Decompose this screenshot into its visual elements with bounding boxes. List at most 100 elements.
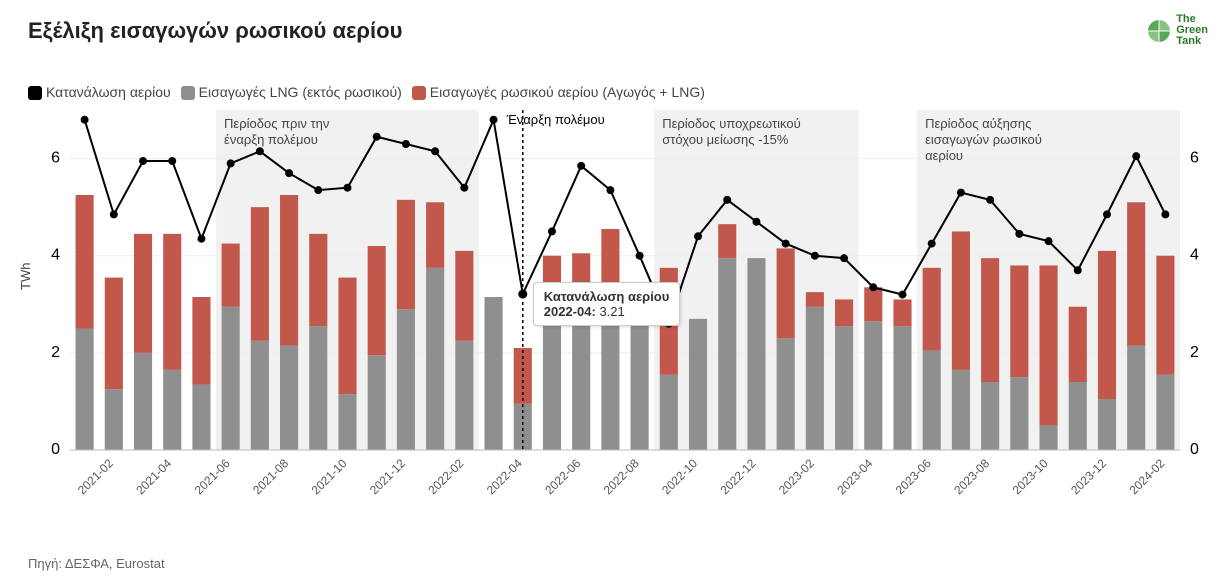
- bar-russian[interactable]: [222, 244, 240, 307]
- bar-russian[interactable]: [923, 268, 941, 351]
- consumption-marker[interactable]: [139, 157, 147, 165]
- bar-lng[interactable]: [1127, 346, 1145, 450]
- bar-lng[interactable]: [76, 329, 94, 450]
- bar-russian[interactable]: [952, 231, 970, 369]
- bar-lng[interactable]: [280, 346, 298, 450]
- bar-russian[interactable]: [280, 195, 298, 346]
- consumption-marker[interactable]: [285, 169, 293, 177]
- consumption-marker[interactable]: [1132, 152, 1140, 160]
- consumption-marker[interactable]: [168, 157, 176, 165]
- consumption-marker[interactable]: [928, 240, 936, 248]
- bar-lng[interactable]: [338, 394, 356, 450]
- consumption-marker[interactable]: [81, 116, 89, 124]
- bar-russian[interactable]: [718, 224, 736, 258]
- consumption-marker[interactable]: [110, 210, 118, 218]
- bar-lng[interactable]: [134, 353, 152, 450]
- bar-lng[interactable]: [368, 355, 386, 450]
- bar-russian[interactable]: [455, 251, 473, 341]
- bar-lng[interactable]: [309, 326, 327, 450]
- bar-lng[interactable]: [1039, 426, 1057, 450]
- bar-russian[interactable]: [1010, 265, 1028, 377]
- bar-lng[interactable]: [718, 258, 736, 450]
- bar-russian[interactable]: [806, 292, 824, 307]
- consumption-marker[interactable]: [1015, 230, 1023, 238]
- bar-russian[interactable]: [76, 195, 94, 329]
- consumption-marker[interactable]: [402, 140, 410, 148]
- consumption-marker[interactable]: [548, 227, 556, 235]
- bar-lng[interactable]: [1156, 375, 1174, 450]
- bar-russian[interactable]: [864, 287, 882, 321]
- consumption-marker[interactable]: [899, 291, 907, 299]
- bar-lng[interactable]: [397, 309, 415, 450]
- bar-lng[interactable]: [572, 316, 590, 450]
- consumption-marker[interactable]: [314, 186, 322, 194]
- bar-lng[interactable]: [543, 319, 561, 450]
- bar-russian[interactable]: [1127, 202, 1145, 345]
- bar-lng[interactable]: [105, 389, 123, 450]
- bar-russian[interactable]: [893, 299, 911, 326]
- consumption-marker[interactable]: [373, 133, 381, 141]
- consumption-marker[interactable]: [1074, 266, 1082, 274]
- bar-lng[interactable]: [893, 326, 911, 450]
- consumption-marker[interactable]: [490, 116, 498, 124]
- legend-item-russian[interactable]: Εισαγωγές ρωσικού αερίου (Αγωγός + LNG): [412, 84, 705, 100]
- consumption-marker[interactable]: [431, 147, 439, 155]
- consumption-marker[interactable]: [636, 252, 644, 260]
- bar-russian[interactable]: [426, 202, 444, 268]
- bar-russian[interactable]: [777, 248, 795, 338]
- bar-lng[interactable]: [601, 319, 619, 450]
- consumption-marker[interactable]: [694, 232, 702, 240]
- bar-lng[interactable]: [689, 319, 707, 450]
- consumption-marker[interactable]: [344, 184, 352, 192]
- bar-lng[interactable]: [1010, 377, 1028, 450]
- consumption-marker[interactable]: [957, 189, 965, 197]
- consumption-marker[interactable]: [782, 240, 790, 248]
- bar-lng[interactable]: [1069, 382, 1087, 450]
- bar-russian[interactable]: [1069, 307, 1087, 382]
- consumption-marker[interactable]: [577, 162, 585, 170]
- bar-russian[interactable]: [1098, 251, 1116, 399]
- consumption-marker[interactable]: [1103, 210, 1111, 218]
- consumption-marker[interactable]: [723, 196, 731, 204]
- consumption-marker[interactable]: [460, 184, 468, 192]
- bar-lng[interactable]: [455, 341, 473, 450]
- bar-russian[interactable]: [397, 200, 415, 309]
- bar-lng[interactable]: [251, 341, 269, 450]
- bar-lng[interactable]: [923, 350, 941, 450]
- bar-lng[interactable]: [835, 326, 853, 450]
- consumption-marker[interactable]: [811, 252, 819, 260]
- bar-russian[interactable]: [981, 258, 999, 382]
- bar-lng[interactable]: [1098, 399, 1116, 450]
- bar-lng[interactable]: [163, 370, 181, 450]
- legend-item-consumption[interactable]: Κατανάλωση αερίου: [28, 84, 171, 100]
- bar-russian[interactable]: [163, 234, 181, 370]
- bar-lng[interactable]: [806, 307, 824, 450]
- bar-lng[interactable]: [192, 384, 210, 450]
- consumption-marker[interactable]: [227, 159, 235, 167]
- bar-russian[interactable]: [134, 234, 152, 353]
- consumption-marker[interactable]: [752, 218, 760, 226]
- consumption-marker[interactable]: [519, 290, 527, 298]
- bar-russian[interactable]: [309, 234, 327, 326]
- consumption-marker[interactable]: [606, 186, 614, 194]
- bar-lng[interactable]: [426, 268, 444, 450]
- bar-lng[interactable]: [864, 321, 882, 450]
- bar-lng[interactable]: [660, 375, 678, 450]
- bar-russian[interactable]: [105, 278, 123, 390]
- bar-lng[interactable]: [631, 324, 649, 450]
- consumption-marker[interactable]: [256, 147, 264, 155]
- consumption-marker[interactable]: [986, 196, 994, 204]
- bar-russian[interactable]: [368, 246, 386, 355]
- consumption-marker[interactable]: [1045, 237, 1053, 245]
- bar-russian[interactable]: [192, 297, 210, 384]
- consumption-marker[interactable]: [840, 254, 848, 262]
- bar-russian[interactable]: [338, 278, 356, 395]
- consumption-marker[interactable]: [1161, 210, 1169, 218]
- bar-russian[interactable]: [251, 207, 269, 341]
- bar-lng[interactable]: [484, 297, 502, 450]
- legend-item-lng[interactable]: Εισαγωγές LNG (εκτός ρωσικού): [181, 84, 402, 100]
- bar-lng[interactable]: [952, 370, 970, 450]
- bar-lng[interactable]: [222, 307, 240, 450]
- bar-russian[interactable]: [1156, 256, 1174, 375]
- bar-lng[interactable]: [777, 338, 795, 450]
